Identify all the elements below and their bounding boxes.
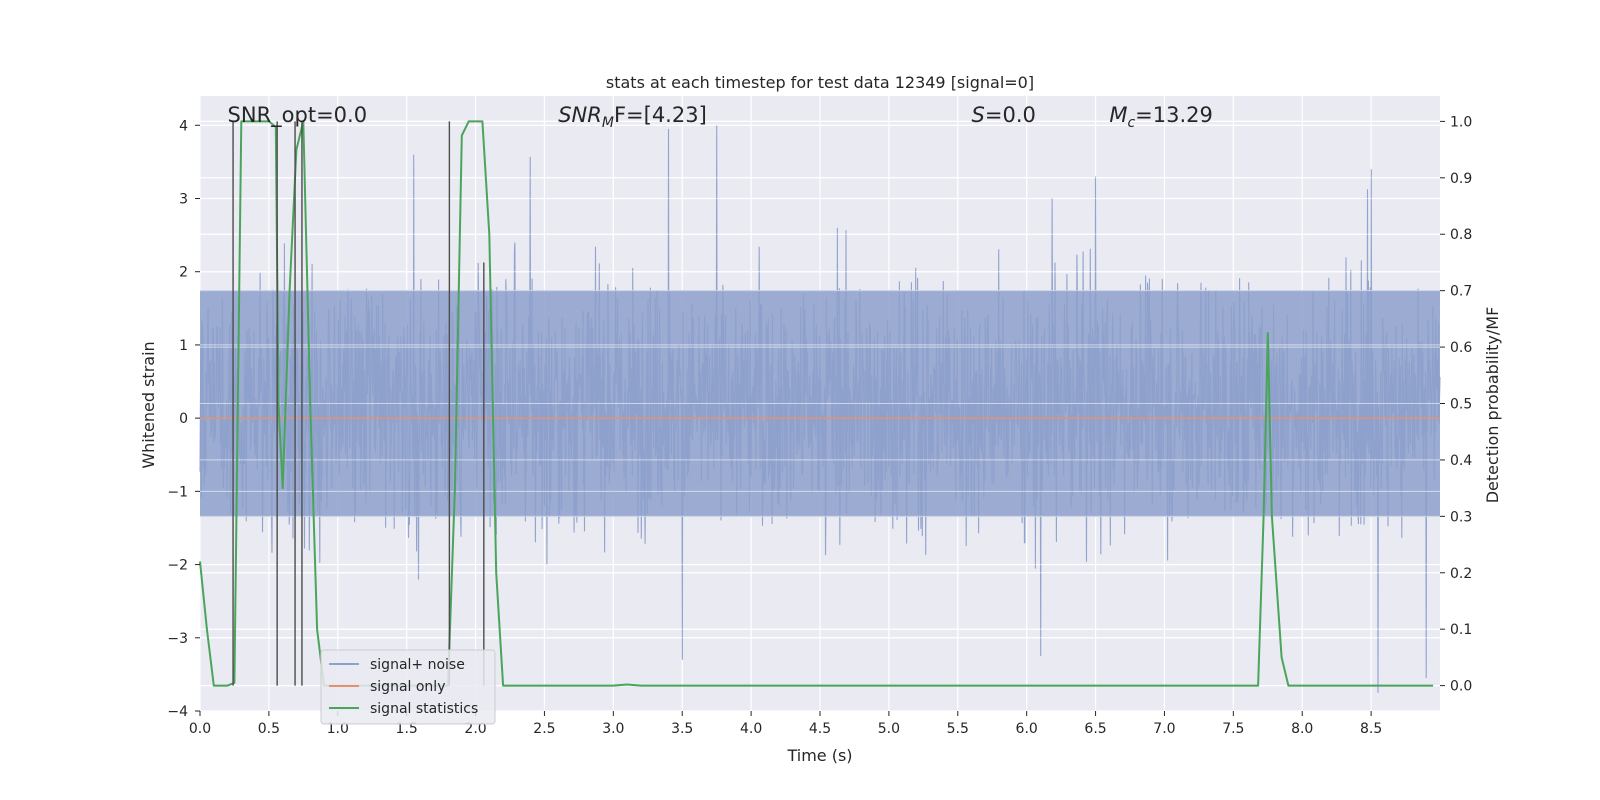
y-right-tick-label: 0.7 — [1450, 284, 1472, 300]
y-left-tick-label: −2 — [167, 558, 188, 574]
x-axis-label: Time (s) — [786, 746, 852, 765]
annotation-symbol: S — [972, 103, 985, 127]
x-tick-label: 8.0 — [1291, 721, 1313, 737]
x-tick-label: 7.5 — [1222, 721, 1244, 737]
annotation-value: =13.29 — [1135, 103, 1213, 127]
y-left-tick-label: 1 — [179, 338, 188, 354]
x-tick-label: 4.0 — [740, 721, 762, 737]
x-tick-label: 6.0 — [1016, 721, 1038, 737]
y-right-tick-label: 0.2 — [1450, 566, 1472, 582]
y-axis-left-ticks: −4 −3 −2 −1 0 1 2 3 4 — [167, 118, 200, 720]
x-tick-label: 0.0 — [189, 721, 211, 737]
y-right-tick-label: 0.4 — [1450, 453, 1472, 469]
x-tick-label: 1.0 — [327, 721, 349, 737]
y-left-tick-label: −4 — [167, 704, 188, 720]
x-tick-label: 0.5 — [258, 721, 280, 737]
annotation-0: SNR_opt=0.0 — [228, 103, 368, 128]
x-tick-label: 2.0 — [464, 721, 486, 737]
y-right-tick-label: 0.5 — [1450, 397, 1472, 413]
y-left-tick-label: 4 — [179, 118, 188, 134]
x-tick-label: 6.5 — [1084, 721, 1106, 737]
y-right-tick-label: 1.0 — [1450, 114, 1472, 130]
annotation-value: F=[4.23] — [614, 103, 707, 127]
y-axis-left-label: Whitened strain — [139, 341, 158, 468]
x-tick-label: 8.5 — [1360, 721, 1382, 737]
y-right-tick-label: 0.1 — [1450, 622, 1472, 638]
x-tick-label: 3.5 — [671, 721, 693, 737]
y-left-tick-label: 0 — [179, 411, 188, 427]
annotation-subscript: M — [602, 115, 614, 131]
y-axis-right-label: Detection probability/MF — [1483, 307, 1502, 504]
y-left-tick-label: 2 — [179, 265, 188, 281]
legend-label-signal-noise: signal+ noise — [370, 657, 465, 673]
y-right-tick-label: 0.8 — [1450, 227, 1472, 243]
x-axis-ticks: 0.0 0.5 1.0 1.5 2.0 2.5 3.0 3.5 4.0 4.5 5.0 5.5 6.0 6… — [189, 711, 1382, 737]
x-tick-label: 2.5 — [533, 721, 555, 737]
annotation-symbol: M — [1109, 103, 1127, 127]
signal-statistics-line — [199, 120, 1434, 687]
y-left-tick-label: −1 — [167, 484, 188, 500]
y-left-tick-label: 3 — [179, 192, 188, 208]
chart-title: stats at each timestep for test data 123… — [606, 73, 1034, 92]
y-left-tick-label: −3 — [167, 631, 188, 647]
x-tick-label: 3.0 — [602, 721, 624, 737]
x-tick-label: 4.5 — [809, 721, 831, 737]
y-right-tick-label: 0.6 — [1450, 340, 1472, 356]
legend: signal+ noise signal only signal statist… — [320, 649, 496, 725]
y-right-tick-label: 0.0 — [1450, 679, 1472, 695]
annotation-3: Mc=13.29 — [1109, 103, 1213, 131]
signal-statistics-series — [199, 120, 1434, 687]
y-right-tick-label: 0.3 — [1450, 509, 1472, 525]
annotations: SNR_opt=0.0 SNRMF=[4.23] S=0.0 Mc=13.29 — [228, 103, 1213, 131]
annotation-subscript: c — [1127, 115, 1135, 131]
annotation-value: =0.0 — [985, 103, 1036, 127]
annotation-symbol: SNR — [558, 103, 602, 127]
y-right-tick-label: 0.9 — [1450, 171, 1472, 187]
signal-noise-line — [199, 125, 1441, 693]
x-tick-label: 5.5 — [947, 721, 969, 737]
annotation-2: S=0.0 — [972, 103, 1036, 127]
legend-label-signal-only: signal only — [370, 679, 445, 695]
signal-plus-noise-series — [199, 120, 1441, 712]
legend-box — [320, 649, 496, 725]
annotation-1: SNRMF=[4.23] — [558, 103, 707, 131]
x-tick-label: 1.5 — [396, 721, 418, 737]
x-tick-label: 7.0 — [1153, 721, 1175, 737]
vertical-markers — [232, 121, 485, 686]
legend-label-signal-statistics: signal statistics — [370, 701, 478, 717]
x-tick-label: 5.0 — [878, 721, 900, 737]
y-axis-right-ticks: 0.0 0.1 0.2 0.3 0.4 0.5 0.6 0.7 0.8 0.9 1.0 — [1440, 114, 1472, 695]
